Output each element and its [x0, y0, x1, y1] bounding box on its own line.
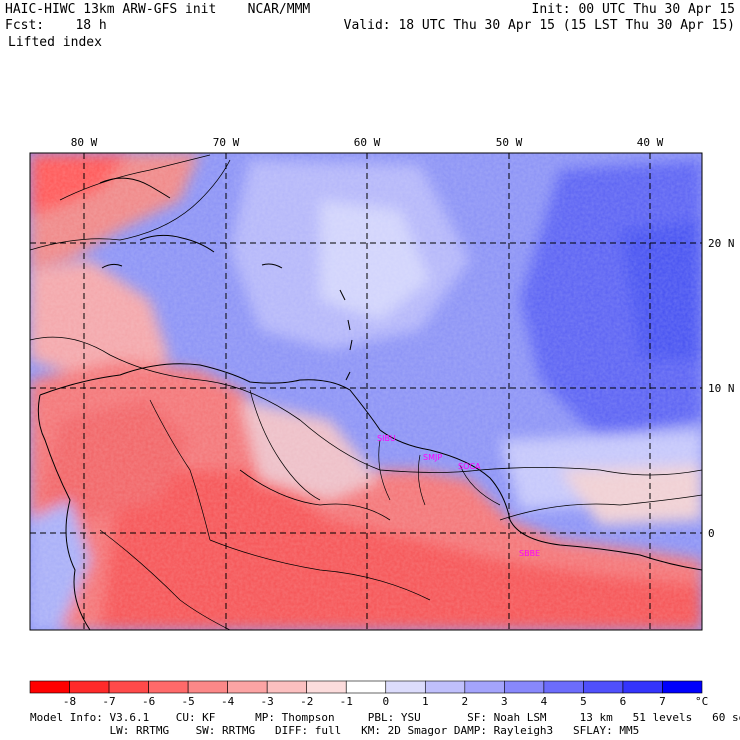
- colorbar-swatch: [69, 680, 110, 694]
- colorbar-tick-label: 6: [620, 695, 627, 708]
- colorbar-swatch: [424, 680, 466, 694]
- colorbar-tick-label: -1: [340, 695, 353, 708]
- colorbar-tick-label: 2: [462, 695, 469, 708]
- site-label-smjp: SMJP: [423, 453, 442, 462]
- colorbar-tick-label: -4: [221, 695, 235, 708]
- colorbar-tick-label: -3: [261, 695, 274, 708]
- model-info-line2: LW: RRTMG SW: RRTMG DIFF: full KM: 2D Sm…: [30, 724, 640, 737]
- lat-label-20n: 20 N: [708, 237, 735, 250]
- colorbar-swatch: [543, 680, 584, 694]
- colorbar-swatch: [227, 680, 268, 694]
- colorbar-swatch: [385, 680, 426, 694]
- colorbar-swatch: [266, 680, 308, 694]
- colorbar-swatch: [583, 680, 624, 694]
- lon-label-50w: 50 W: [496, 136, 523, 149]
- colorbar-swatch: [622, 680, 663, 694]
- colorbar: [29, 680, 703, 694]
- init-time: Init: 00 UTC Thu 30 Apr 15: [531, 2, 736, 17]
- colorbar-unit: °C: [695, 695, 708, 708]
- colorbar-tick-label: -5: [181, 695, 194, 708]
- map-frame: [29, 152, 703, 631]
- valid-time: Valid: 18 UTC Thu 30 Apr 15 (15 LST Thu …: [343, 18, 735, 33]
- colorbar-tick-label: -8: [63, 695, 76, 708]
- colorbar-swatch: [464, 680, 505, 694]
- model-info-line1: Model Info: V3.6.1 CU: KF MP: Thompson P…: [30, 711, 740, 724]
- colorbar-tick-label: 5: [580, 695, 587, 708]
- colorbar-swatch: [306, 680, 347, 694]
- colorbar-swatch: [29, 680, 70, 694]
- colorbar-tick-label: 4: [541, 695, 548, 708]
- header-title: HAIC-HIWC 13km ARW-GFS init NCAR/MMM: [5, 2, 311, 17]
- colorbar-tick-label: 7: [659, 695, 666, 708]
- colorbar-ticks: -8 -7 -6 -5 -4 -3 -2 -1 0 1 2 3 4 5 6 7: [63, 695, 666, 708]
- graticule: [30, 153, 702, 630]
- colorbar-tick-label: 3: [501, 695, 508, 708]
- colorbar-swatch: [504, 680, 545, 694]
- site-label-sibu: SIBU: [377, 434, 396, 443]
- forecast-hour: Fcst: 18 h: [5, 18, 107, 33]
- coastlines: [37, 177, 702, 630]
- colorbar-swatch: [148, 680, 189, 694]
- colorbar-tick-label: -2: [300, 695, 313, 708]
- colorbar-swatch: [662, 680, 703, 694]
- site-label-sbbe: SBBE: [519, 549, 540, 558]
- colorbar-swatch: [108, 680, 149, 694]
- lifted-index-field: [30, 153, 702, 630]
- field-name: Lifted index: [8, 35, 102, 50]
- colorbar-tick-label: -7: [102, 695, 115, 708]
- contour-lines: [30, 154, 702, 521]
- colorbar-tick-label: 1: [422, 695, 429, 708]
- colorbar-swatch: [345, 680, 387, 694]
- lon-label-60w: 60 W: [354, 136, 381, 149]
- lon-label-40w: 40 W: [637, 136, 664, 149]
- lat-label-10n: 10 N: [708, 382, 735, 395]
- lat-label-0: 0: [708, 527, 715, 540]
- country-borders: [99, 389, 501, 630]
- site-label-soca: SOCA: [458, 462, 481, 471]
- colorbar-tick-label: 0: [382, 695, 389, 708]
- colorbar-tick-label: -6: [142, 695, 155, 708]
- lon-label-70w: 70 W: [213, 136, 240, 149]
- lon-label-80w: 80 W: [71, 136, 98, 149]
- colorbar-swatch: [187, 680, 228, 694]
